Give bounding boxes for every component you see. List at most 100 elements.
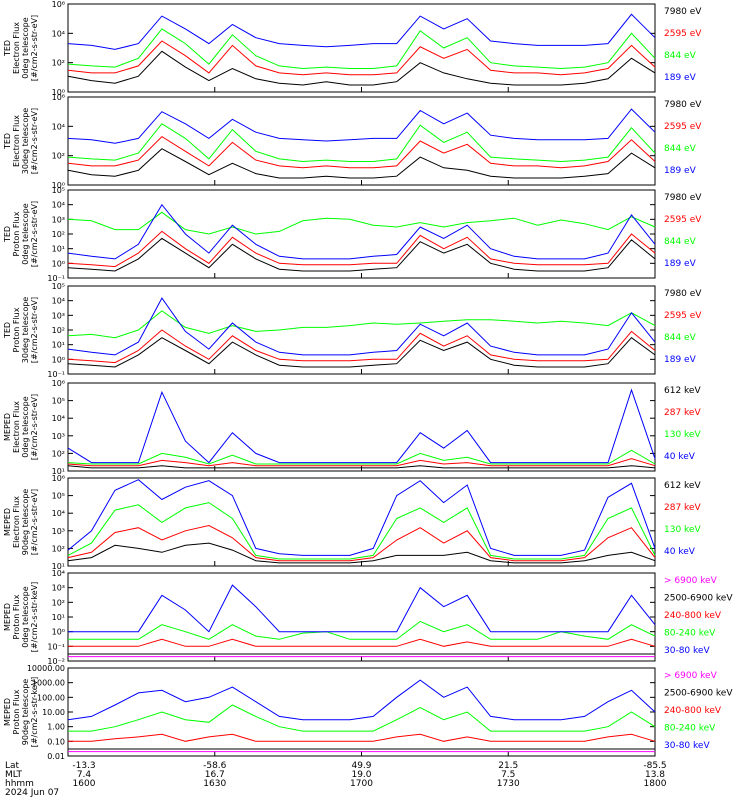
y-tick-label: 10⁰ (52, 181, 65, 190)
y-tick-label: 10² (52, 544, 65, 553)
y-tick-label: 10000.00 (27, 664, 65, 673)
y-tick-label: 100.00 (37, 693, 65, 702)
legend-entry: 189 eV (664, 166, 697, 176)
x-tick-lat: -58.6 (203, 761, 227, 771)
y-axis-label: TED Electron Flux 0deg telescope [#/cm2-s-s… (3, 15, 39, 81)
x-tick-mlt: 19.0 (351, 770, 371, 780)
y-tick-label: 10.00 (42, 708, 65, 717)
legend-entry: 612 keV (664, 481, 701, 491)
x-tick-hhmm: 1630 (203, 779, 226, 789)
series-line (67, 524, 656, 562)
y-axis-label: MEPED Electron Flux 90deg telescope [#/cm2-… (3, 489, 39, 556)
x-axis-row-label: hhmm (5, 779, 34, 789)
y-tick-label: 10⁶ (52, 379, 65, 388)
y-tick-label: 10⁻² (47, 657, 65, 666)
x-tick-hhmm: 1800 (644, 779, 667, 789)
y-tick-label: 10³ (52, 215, 65, 224)
legend-entry: 189 eV (664, 73, 697, 83)
series-line (68, 704, 656, 732)
series-line (68, 620, 656, 640)
y-axis-label-line: 90deg telescope (21, 679, 30, 746)
series-line (67, 108, 656, 144)
panel-3: 10⁻¹ 10⁰ 10¹ 10² 10³ 10⁴ 10⁵ TED Proton Flux 0deg… (3, 186, 702, 283)
series-line (67, 337, 656, 368)
legend-entry: > 6900 keV (664, 576, 718, 586)
x-tick-hhmm: 1600 (73, 779, 96, 789)
plot-frame (67, 3, 656, 93)
legend-entry: 30-80 keV (664, 741, 710, 751)
y-axis-label-line: [#/cm2-s-str-keV] (30, 677, 39, 748)
y-tick-label: 10² (52, 59, 65, 68)
y-axis-label-line: Proton Flux (12, 689, 21, 734)
legend-entry: 2595 eV (664, 29, 702, 39)
y-axis-label-line: Electron Flux (12, 401, 21, 453)
series-line (67, 310, 656, 339)
y-tick-label: 10⁵ (52, 397, 65, 406)
legend-entry: 2595 eV (664, 122, 702, 132)
series-line (67, 449, 656, 465)
y-tick-label: 10⁰ (52, 355, 65, 364)
y-tick-label: 10³ (52, 432, 65, 441)
y-tick-label: 1.00 (47, 723, 65, 732)
y-tick-label: 10⁴ (52, 509, 65, 518)
series-line (68, 638, 656, 647)
y-tick-label: 10² (52, 230, 65, 239)
y-axis-label: TED Proton Flux 30deg telescope [#/cm2-s-st… (3, 297, 39, 364)
y-tick-label: 10⁴ (52, 414, 65, 423)
y-tick-label: 10⁴ (52, 29, 65, 38)
series-line (67, 458, 656, 467)
series-line (67, 148, 656, 179)
legend-entry: 2500-6900 keV (664, 689, 733, 699)
y-axis-label-line: 0deg telescope (21, 17, 30, 78)
y-tick-label: 10³ (52, 311, 65, 320)
y-axis-label-line: MEPED (3, 603, 12, 631)
panel-5: 10¹ 10² 10³ 10⁴ 10⁵ 10⁶ MEPED Electron Flux 0deg… (3, 379, 701, 476)
panel-7: 10⁻² 10⁻¹ 10⁰ 10¹ 10² 10³ 10⁴ MEPED Proton Flux 0… (3, 569, 733, 666)
legend-entry: 40 keV (664, 452, 696, 462)
series-line (67, 479, 656, 556)
y-axis-label-line: MEPED (3, 413, 12, 441)
legend-entry: 844 eV (664, 144, 697, 154)
y-axis-label-line: TED (3, 322, 12, 339)
series-line (67, 123, 656, 163)
plot-frame (67, 667, 656, 757)
legend-entry: 844 eV (664, 237, 697, 247)
y-axis-label-line: [#/cm2-s-str-eV] (30, 489, 39, 555)
y-axis-label: TED Proton Flux 0deg telescope [#/cm2-s-str… (3, 201, 39, 267)
date-label: 2024 Jun 07 (5, 788, 59, 798)
y-axis-label-line: Electron Flux (12, 22, 21, 74)
y-axis-label-line: 90deg telescope (21, 489, 30, 556)
legend-entry: 80-240 keV (664, 724, 716, 734)
y-axis-label-line: 0deg telescope (21, 203, 30, 264)
y-tick-label: 10⁻¹ (47, 370, 65, 379)
legend-entry: 130 keV (664, 430, 701, 440)
series-line (67, 542, 656, 564)
y-tick-label: 10² (52, 598, 65, 607)
plot-frame (67, 96, 656, 186)
y-tick-label: 1000.00 (32, 679, 65, 688)
legend-entry: 7980 eV (664, 100, 702, 110)
series-line (67, 211, 656, 235)
y-tick-label: 10⁵ (52, 492, 65, 501)
series-line (67, 297, 656, 356)
series-line (67, 679, 656, 721)
y-tick-label: 10⁴ (52, 297, 65, 306)
y-tick-label: 10⁻¹ (47, 642, 65, 651)
series-line (67, 465, 656, 469)
legend-entry: > 6900 keV (664, 671, 718, 681)
y-tick-label: 10¹ (52, 245, 65, 254)
x-tick-hhmm: 1700 (350, 779, 373, 789)
panel-6: 10¹ 10² 10³ 10⁴ 10⁵ 10⁶ MEPED Electron Flux 90de… (3, 474, 701, 571)
legend-entry: 80-240 keV (664, 629, 716, 639)
y-tick-label: 10⁰ (52, 259, 65, 268)
y-tick-label: 10⁶ (52, 93, 65, 102)
y-axis-label-line: TED (3, 133, 12, 150)
y-axis-label-line: 30deg telescope (21, 297, 30, 364)
legend-entry: 287 keV (664, 503, 701, 513)
y-axis-label-line: TED (3, 40, 12, 57)
y-axis-label-line: Electron Flux (12, 115, 21, 167)
legend-entry: 7980 eV (664, 7, 702, 17)
y-tick-label: 10⁰ (52, 88, 65, 97)
